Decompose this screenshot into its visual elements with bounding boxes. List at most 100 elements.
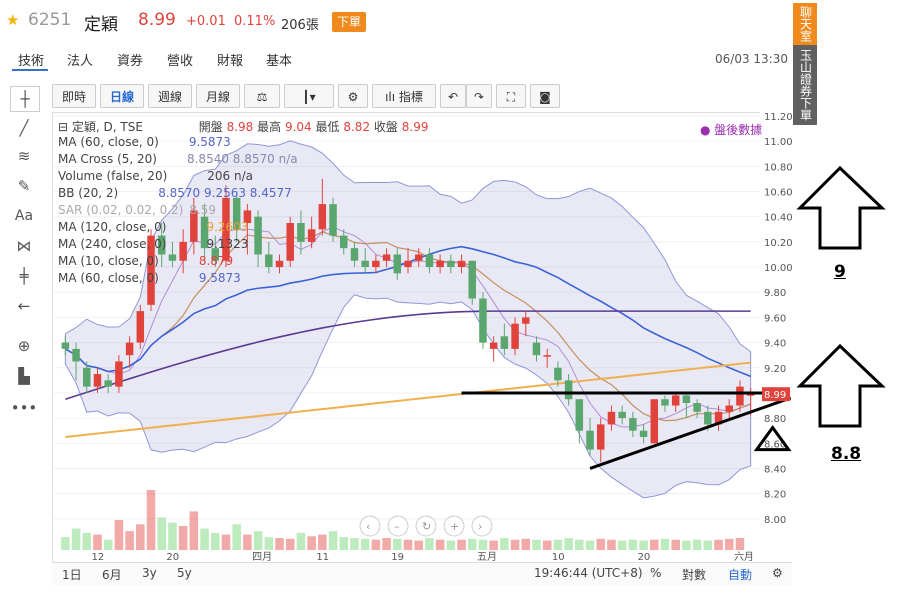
candle[interactable] [489,336,498,362]
arrow-left-icon[interactable]: ← [17,297,31,315]
candle[interactable] [147,229,155,312]
candle[interactable] [200,204,209,261]
legend-row[interactable]: SAR (0.02, 0.02, 0.2) 8.59 [58,203,216,217]
candle[interactable] [671,392,680,412]
range-1d[interactable]: 1日 [62,568,82,582]
star-icon[interactable]: ★ [6,11,20,29]
candle[interactable] [618,405,626,425]
range-6m[interactable]: 6月 [102,568,122,582]
candle[interactable] [447,254,455,274]
candle[interactable] [404,248,412,274]
legend-row[interactable]: MA (240, close, 0) 9.1323 [58,237,248,251]
fullscreen-icon[interactable]: ⛶ [496,84,526,108]
candle[interactable] [682,392,691,419]
tab-basic[interactable]: 基本 [266,54,293,69]
candle[interactable] [500,323,509,356]
tab-technical[interactable]: 技術 [18,54,45,69]
ruler-icon[interactable]: ▙ [18,367,30,385]
candle[interactable] [457,254,466,274]
legend-row[interactable]: BB (20, 2) 8.8570 9.2563 8.4577 [58,186,292,200]
candle[interactable] [575,399,584,444]
after-hours-data-link[interactable]: ● 盤後數據 [700,123,763,137]
indicators-button[interactable]: ılı 指標 [372,84,436,108]
tab-revenue[interactable]: 營收 [167,54,194,69]
weekly-button[interactable]: 週線 [148,84,192,108]
candle[interactable] [179,229,187,274]
order-button[interactable]: 下單 [332,12,366,32]
daily-button[interactable]: 日線 [100,84,144,108]
tab-margin[interactable]: 資券 [117,54,144,69]
trendline-icon[interactable]: ╱ [19,119,29,137]
candle[interactable] [297,210,305,255]
candle[interactable] [307,216,316,249]
candle[interactable] [93,367,102,393]
candle[interactable] [393,248,402,280]
candle[interactable] [157,223,166,268]
candle[interactable] [532,336,541,362]
legend-row[interactable]: MA Cross (5, 20) 8.8540 8.8570 n/a [58,152,298,166]
zoom-control-icon[interactable] [387,515,409,537]
range-3y[interactable]: 3y [142,566,157,580]
candle[interactable] [222,185,230,268]
legend-row[interactable]: Volume (false, 20) 206 n/a [58,169,253,183]
pattern-icon[interactable]: ⋈ [16,237,32,255]
candle[interactable] [554,361,562,387]
range-5y[interactable]: 5y [177,566,192,580]
candle[interactable] [372,254,380,274]
redo-icon[interactable]: ↷ [466,84,492,108]
intraday-button[interactable]: 即時 [52,84,96,108]
candle[interactable] [522,311,530,337]
compare-icon[interactable]: ⚖ [244,84,280,108]
undo-icon[interactable]: ↶ [440,84,466,108]
price-axis[interactable] [760,112,792,562]
settings-icon[interactable]: ⚙ [338,84,368,108]
legend-row[interactable]: MA (10, close, 0) 8.879 [58,254,233,268]
candle[interactable] [436,254,444,274]
candle[interactable] [382,248,391,268]
candle-type-icon[interactable]: ┃▾ [284,84,334,108]
candle[interactable] [714,405,723,431]
candle[interactable] [125,336,134,368]
text-tool-icon[interactable]: Aa [14,208,34,224]
brush-icon[interactable]: ✎ [17,177,31,195]
candle[interactable] [543,348,551,368]
candle[interactable] [693,399,701,419]
candle[interactable] [661,395,669,412]
candle[interactable] [564,374,573,406]
measure-icon[interactable]: ╪ [19,267,29,285]
zoom-icon[interactable]: ⊕ [17,337,31,355]
fibonacci-icon[interactable]: ≋ [17,147,31,165]
log-toggle[interactable]: 對數 [682,568,707,582]
candle[interactable] [425,248,434,274]
zoom-control-icon[interactable] [415,515,437,537]
candle[interactable] [468,260,476,305]
candle[interactable] [350,241,359,268]
candle[interactable] [168,241,177,268]
candle[interactable] [639,424,648,444]
candle[interactable] [275,254,284,274]
camera-icon[interactable]: ◙ [530,84,560,108]
percent-toggle[interactable]: % [650,566,662,580]
candle[interactable] [650,399,659,444]
more-icon[interactable]: ••• [10,399,38,417]
settings-icon[interactable]: ⚙ [772,566,783,580]
candle[interactable] [725,399,733,419]
price-chart[interactable]: 11.20 11.00 10.80 10.60 10.40 10.20 10.00 9.80 9… [52,112,792,562]
candle[interactable] [104,374,112,393]
candle[interactable] [72,342,80,381]
candle[interactable] [61,336,70,356]
candle[interactable] [254,210,262,268]
auto-toggle[interactable]: 自動 [728,568,753,582]
zoom-control-icon[interactable] [359,515,381,537]
broker-order-button[interactable]: 玉山證券下單 [793,45,817,125]
candle[interactable] [329,197,337,242]
zoom-control-icon[interactable] [443,515,465,537]
candle[interactable] [286,216,294,268]
candle[interactable] [83,361,91,393]
crosshair-icon[interactable]: ┼ [10,86,40,112]
candle[interactable] [340,229,348,255]
tab-institutional[interactable]: 法人 [67,54,94,69]
candle[interactable] [265,241,273,274]
candle[interactable] [115,355,123,393]
tab-financials[interactable]: 財報 [217,54,244,69]
